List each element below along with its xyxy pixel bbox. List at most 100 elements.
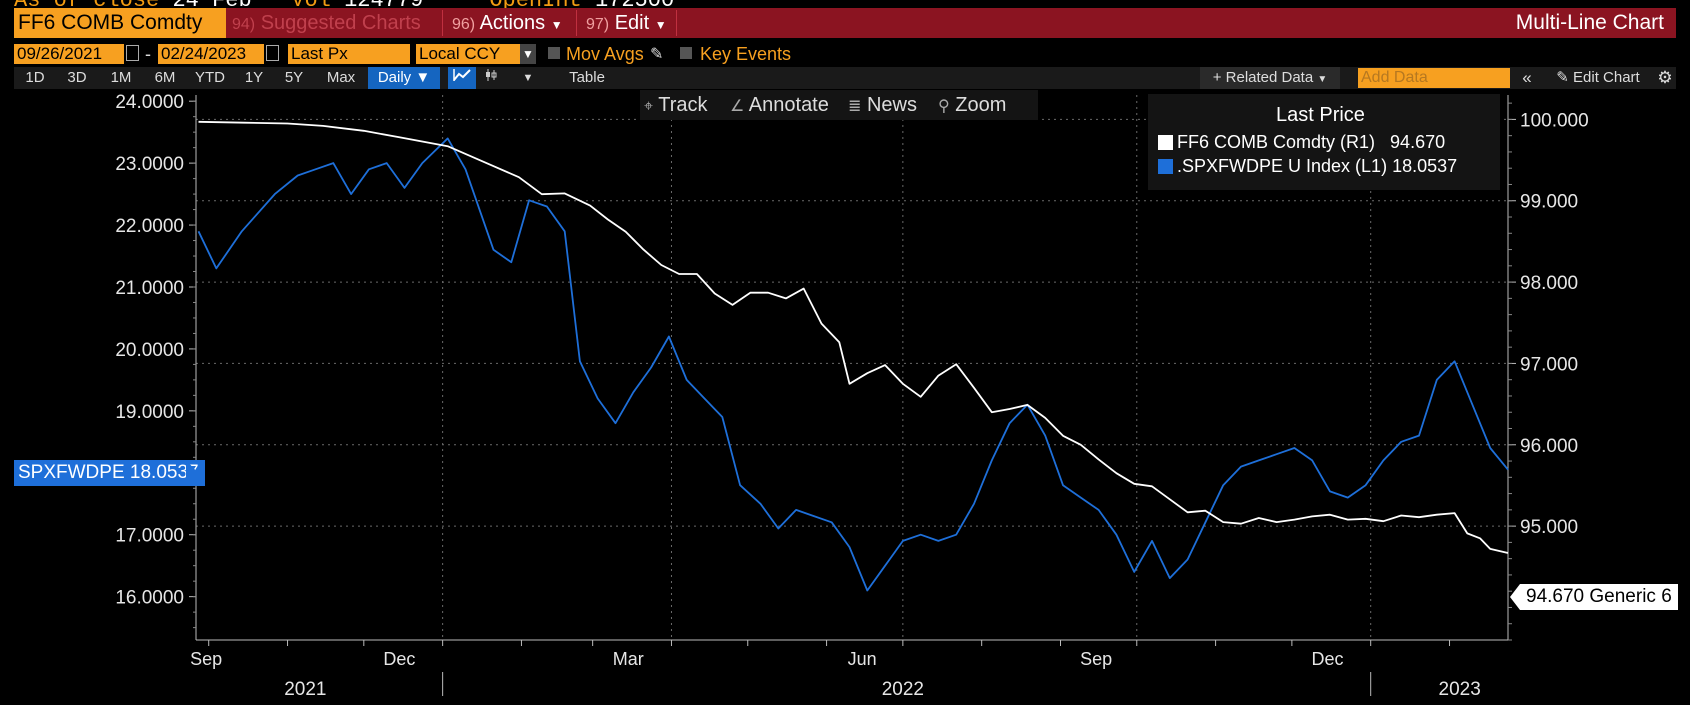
left-tick-label: 20.0000 xyxy=(115,340,184,361)
left-tick-label: 24.0000 xyxy=(115,92,184,113)
key-events-checkbox[interactable] xyxy=(680,47,692,59)
candlestick-icon[interactable] xyxy=(480,67,502,89)
x-month-label: Mar xyxy=(613,649,644,669)
actions-label: Actions xyxy=(479,12,546,34)
period-button-3d[interactable]: 3D xyxy=(67,69,87,86)
collapse-icon[interactable]: « xyxy=(1522,68,1532,87)
left-tick-label: 17.0000 xyxy=(115,526,184,547)
edit-label: Edit xyxy=(614,12,650,34)
legend-label: .SPXFWDPE U Index (L1) xyxy=(1177,156,1388,176)
actions-num: 96) xyxy=(452,16,476,33)
news-tool[interactable]: ≣ News xyxy=(848,90,938,122)
legend-swatch xyxy=(1158,135,1173,150)
news-icon: ≣ xyxy=(848,98,862,115)
start-date-field[interactable]: 09/26/2021 xyxy=(14,44,124,64)
edit-chart-label: Edit Chart xyxy=(1573,69,1640,86)
frequency-selector[interactable]: Daily ▼ xyxy=(368,67,440,89)
left-tick-label: 19.0000 xyxy=(115,402,184,423)
magnifier-icon: ⚲ xyxy=(938,98,950,115)
chevron-down-icon[interactable]: ▼ xyxy=(520,44,536,64)
tag-arrow xyxy=(1510,584,1520,610)
related-data-button[interactable]: + Related Data ▼ xyxy=(1200,67,1340,89)
legend: Last Price FF6 COMB Comdty (R1) 94.670 .… xyxy=(1148,94,1500,190)
chart-type-title: Multi-Line Chart xyxy=(1515,11,1664,34)
series-lines xyxy=(197,120,1509,592)
legend-title: Last Price xyxy=(1276,104,1365,126)
calendar-icon[interactable] xyxy=(266,45,279,61)
annotate-label: Annotate xyxy=(748,94,829,116)
zoom-tool[interactable]: ⚲ Zoom xyxy=(938,90,1028,122)
x-year-label: 2023 xyxy=(1439,679,1481,700)
left-last-value-tag: SPXFWDPE 18.0537 xyxy=(14,460,205,486)
annotate-icon: ∠ xyxy=(730,98,745,115)
legend-value: 18.0537 xyxy=(1392,156,1458,176)
left-tick-label: 22.0000 xyxy=(115,216,184,237)
x-month-label: Dec xyxy=(1311,649,1343,669)
field-selector[interactable]: Last Px xyxy=(288,44,410,64)
left-tick-label: 21.0000 xyxy=(115,278,184,299)
axes: 16.000017.000018.000019.000020.000021.00… xyxy=(115,92,1588,700)
period-button-ytd[interactable]: YTD xyxy=(195,69,225,86)
pencil-icon: ✎ xyxy=(1556,69,1569,86)
suggested-num: 94) xyxy=(232,16,256,33)
header-divider xyxy=(576,10,577,36)
crosshair-icon: ⌖ xyxy=(644,98,654,115)
currency-selector[interactable]: Local CCY xyxy=(416,44,520,64)
right-tick-label: 97.000 xyxy=(1520,354,1578,375)
right-tick-label: 95.000 xyxy=(1520,517,1578,538)
left-tick-label: 23.0000 xyxy=(115,154,184,175)
chevron-down-icon: ▼ xyxy=(1317,74,1328,85)
x-month-label: Sep xyxy=(1080,649,1112,669)
suggested-charts-button[interactable]: 94) Suggested Charts xyxy=(232,10,421,36)
period-button-1y[interactable]: 1Y xyxy=(244,69,264,86)
header-divider xyxy=(676,10,677,36)
date-dash: - xyxy=(145,44,151,64)
track-label: Track xyxy=(658,94,708,116)
key-events-label: Key Events xyxy=(700,44,792,64)
add-data-input[interactable]: Add Data xyxy=(1358,68,1510,88)
suggested-label: Suggested Charts xyxy=(260,12,421,34)
period-button-1d[interactable]: 1D xyxy=(25,69,45,86)
related-data-label: Related Data xyxy=(1225,69,1314,86)
news-label: News xyxy=(866,94,917,116)
right-tick-label: 98.000 xyxy=(1520,273,1578,294)
right-last-value-tag: 94.670 Generic 6 xyxy=(1520,584,1678,610)
frequency-label: Daily xyxy=(377,69,412,86)
period-button-5y[interactable]: 5Y xyxy=(284,69,304,86)
legend-item[interactable]: FF6 COMB Comdty (R1) 94.670 xyxy=(1158,132,1445,153)
period-button-6m[interactable]: 6M xyxy=(154,69,176,86)
edit-chart-button[interactable]: ✎ Edit Chart xyxy=(1542,67,1654,89)
actions-button[interactable]: 96) Actions ▼ xyxy=(452,10,563,36)
x-month-label: Dec xyxy=(383,649,415,669)
chevron-down-icon: ▼ xyxy=(550,18,563,32)
edit-num: 97) xyxy=(586,16,610,33)
track-tool[interactable]: ⌖ Track xyxy=(640,90,730,122)
period-button-1m[interactable]: 1M xyxy=(110,69,132,86)
plus-icon: + xyxy=(1212,69,1222,86)
period-button-max[interactable]: Max xyxy=(326,69,356,86)
mov-avgs-label: Mov Avgs xyxy=(566,44,644,64)
series-line--spxfwdpe-u-index xyxy=(197,137,1509,592)
caret-down-icon: ▼ xyxy=(415,69,431,86)
calendar-icon[interactable] xyxy=(126,45,139,61)
right-tick-label: 96.000 xyxy=(1520,436,1578,457)
series-line-ff6-comb-comdty xyxy=(198,120,1509,554)
right-tick-label: 99.000 xyxy=(1520,192,1578,213)
annotate-tool[interactable]: ∠ Annotate xyxy=(730,90,848,122)
ticker-field[interactable]: FF6 COMB Comdty xyxy=(14,8,226,38)
pencil-icon[interactable]: ✎ xyxy=(650,46,664,63)
legend-label: FF6 COMB Comdty (R1) xyxy=(1177,132,1376,152)
x-year-label: 2021 xyxy=(284,679,326,700)
header-divider xyxy=(442,10,443,36)
table-button[interactable]: Table xyxy=(569,69,605,86)
plot-toolbar: ⌖ Track ∠ Annotate ≣ News ⚲ Zoom xyxy=(640,90,1038,120)
line-chart-icon[interactable] xyxy=(448,67,476,89)
chevron-down-icon[interactable]: ▼ xyxy=(522,72,534,84)
mov-avgs-checkbox[interactable] xyxy=(548,47,560,59)
gear-icon[interactable]: ⚙ xyxy=(1657,68,1673,87)
zoom-label: Zoom xyxy=(955,94,1007,116)
legend-item[interactable]: .SPXFWDPE U Index (L1) 18.0537 xyxy=(1158,156,1457,177)
x-month-label: Sep xyxy=(190,649,222,669)
end-date-field[interactable]: 02/24/2023 xyxy=(158,44,264,64)
edit-button[interactable]: 97) Edit ▼ xyxy=(586,10,667,36)
